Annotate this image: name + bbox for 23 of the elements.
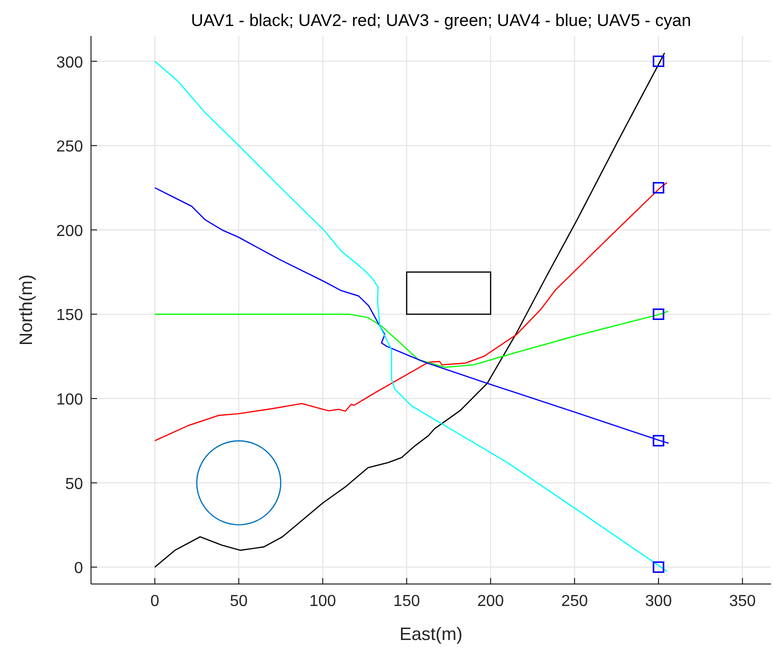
x-tick-label: 250 [561,593,588,610]
x-tick-label: 0 [150,593,160,610]
chart-title: UAV1 - black; UAV2- red; UAV3 - green; UAV4 - blue; UAV5 - cyan [190,11,692,30]
y-tick-label: 150 [56,307,84,324]
y-tick-label: 0 [74,560,84,578]
y-tick-label: 200 [56,222,84,240]
y-tick-label: 100 [56,392,84,409]
x-tick-label: 200 [477,593,504,610]
point [652,182,664,194]
y-tick-label: 300 [56,54,84,72]
x-tick-label: 350 [729,593,756,610]
x-tick-label: 300 [645,593,672,610]
point [652,308,664,320]
x-tick-label: 50 [230,593,248,610]
x-axis-title: East(m) [400,624,462,644]
point [652,561,664,573]
x-tick-label: 100 [309,593,336,610]
x-tick-label: 150 [393,593,420,610]
y-tick-label: 250 [56,138,84,156]
y-axis-title: North(m) [16,274,36,346]
point [652,434,664,446]
y-tick-label: 50 [65,476,84,493]
point [652,56,664,68]
